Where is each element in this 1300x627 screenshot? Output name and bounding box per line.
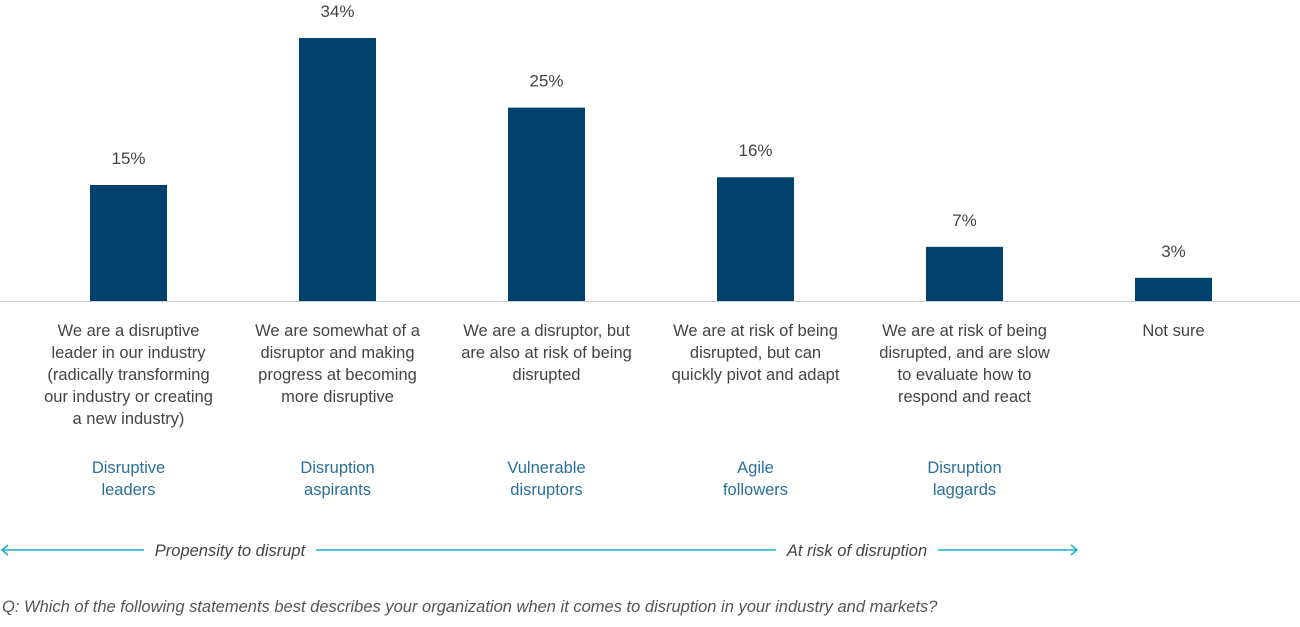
category-label-1: We are a disruptive leader in our industr…	[44, 322, 213, 428]
segment-label-line: disruptors	[510, 481, 582, 499]
segment-label-line: Disruptive	[92, 459, 165, 477]
value-label-6: 3%	[1161, 242, 1186, 261]
segment-label-1: Disruptive leaders	[92, 459, 165, 499]
category-label-4: We are at risk of being disrupted, but ca…	[672, 322, 840, 384]
at-risk-of-disruption-label: At risk of disruption	[786, 542, 927, 560]
segment-label-5: Disruption laggards	[927, 459, 1001, 499]
bar-4	[717, 177, 794, 301]
segment-label-line: laggards	[933, 481, 996, 499]
category-label-line: progress at becoming	[258, 366, 417, 384]
category-label-5: We are at risk of being disrupted, and ar…	[879, 322, 1050, 406]
arrow-left-head-icon	[0, 544, 9, 556]
category-label-line: more disruptive	[281, 388, 394, 406]
value-label-1: 15%	[111, 149, 145, 168]
category-label-line: We are somewhat of a	[255, 322, 421, 340]
segment-label-line: followers	[723, 481, 788, 499]
category-label-line: disrupted	[513, 366, 581, 384]
survey-question: Q: Which of the following statements bes…	[2, 598, 938, 616]
category-label-line: disruptor and making	[260, 344, 414, 362]
category-label-line: leader in our industry	[51, 344, 206, 362]
segment-label-2: Disruption aspirants	[300, 459, 374, 499]
bar-1	[90, 184, 167, 301]
category-label-line: disrupted, and are slow	[879, 344, 1050, 362]
bars-layer	[90, 38, 1212, 301]
category-label-line: We are at risk of being	[673, 322, 838, 340]
bar-3	[508, 107, 585, 301]
category-label-line: We are at risk of being	[882, 322, 1047, 340]
category-label-line: disrupted, but can	[690, 344, 821, 362]
value-label-4: 16%	[738, 141, 772, 160]
segment-label-line: aspirants	[304, 481, 371, 499]
bar-5	[926, 246, 1003, 301]
category-label-line: Not sure	[1142, 322, 1204, 340]
value-label-5: 7%	[952, 211, 977, 230]
category-label-line: a new industry)	[73, 410, 185, 428]
category-label-line: our industry or creating	[44, 388, 213, 406]
category-label-6: Not sure	[1142, 322, 1204, 340]
segment-label-line: Agile	[737, 459, 774, 477]
category-label-line: to evaluate how to	[898, 366, 1032, 384]
segment-label-3: Vulnerable disruptors	[507, 459, 585, 499]
arrow-right-head-icon	[1070, 544, 1079, 556]
disruption-scale-arrow: Propensity to disrupt At risk of disrupt…	[0, 542, 1079, 560]
category-label-line: are also at risk of being	[461, 344, 632, 362]
segment-label-4: Agile followers	[723, 459, 788, 499]
category-label-line: (radically transforming	[47, 366, 209, 384]
segment-label-line: Vulnerable	[507, 459, 585, 477]
category-label-line: We are a disruptor, but	[463, 322, 630, 340]
category-label-2: We are somewhat of a disruptor and making…	[255, 322, 421, 406]
propensity-to-disrupt-label: Propensity to disrupt	[155, 542, 307, 560]
value-label-2: 34%	[320, 2, 354, 21]
category-label-3: We are a disruptor, but are also at risk …	[461, 322, 632, 384]
bar-2	[299, 38, 376, 301]
segment-label-line: leaders	[101, 481, 155, 499]
bar-6	[1135, 277, 1212, 301]
category-label-line: respond and react	[898, 388, 1031, 406]
value-label-3: 25%	[529, 72, 563, 91]
category-label-line: We are a disruptive	[58, 322, 200, 340]
category-label-line: quickly pivot and adapt	[672, 366, 840, 384]
segment-label-line: Disruption	[927, 459, 1001, 477]
labels-layer: 15% We are a disruptive leader in our indu…	[44, 2, 1205, 499]
segment-label-line: Disruption	[300, 459, 374, 477]
